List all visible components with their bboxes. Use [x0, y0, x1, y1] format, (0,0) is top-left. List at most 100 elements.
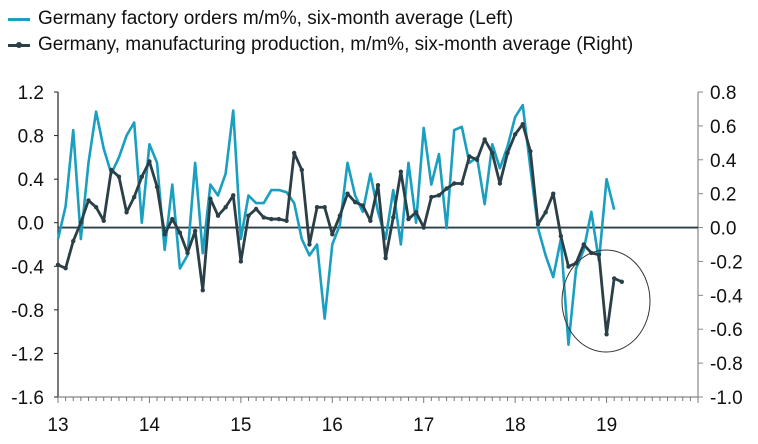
- production-point: [520, 121, 525, 127]
- production-point: [177, 230, 183, 235]
- production-point: [490, 150, 495, 156]
- production-point: [451, 181, 457, 186]
- production-point: [528, 149, 533, 154]
- production-point: [611, 276, 617, 281]
- production-point: [345, 191, 350, 196]
- right-tick-label: 0.6: [710, 117, 736, 138]
- production-point: [63, 266, 68, 271]
- right-tick-label: 0.4: [710, 151, 737, 172]
- production-point: [352, 199, 358, 205]
- production-point: [101, 218, 106, 223]
- production-point: [459, 181, 465, 186]
- x-tick-label: 17: [413, 415, 434, 436]
- production-point: [55, 262, 61, 268]
- production-point: [208, 196, 213, 201]
- production-point: [147, 159, 152, 164]
- series-line-factory-orders: [56, 103, 616, 347]
- legend-swatch-production: [8, 35, 30, 55]
- production-point: [535, 221, 541, 227]
- production-point: [436, 193, 442, 198]
- production-point: [86, 198, 91, 203]
- production-point: [78, 220, 84, 225]
- x-tick-label: 13: [47, 415, 68, 436]
- production-point: [253, 206, 259, 212]
- x-tick-label: 16: [322, 415, 343, 436]
- production-point: [291, 150, 297, 156]
- production-point: [558, 233, 564, 239]
- production-point: [307, 242, 312, 247]
- legend-swatch-factory-orders: [8, 9, 30, 29]
- left-tick-label: 0.0: [18, 214, 44, 235]
- production-point: [154, 184, 160, 190]
- production-point: [246, 213, 251, 218]
- production-point: [398, 169, 404, 174]
- production-point: [139, 174, 145, 179]
- production-point: [330, 232, 335, 237]
- production-point: [444, 186, 449, 191]
- production-point: [413, 210, 419, 215]
- production-point: [223, 205, 228, 210]
- right-tick-label: -1.0: [710, 388, 743, 409]
- production-point: [360, 203, 365, 208]
- production-point: [512, 132, 518, 137]
- production-point: [429, 194, 434, 200]
- left-tick-label: -1.2: [11, 344, 44, 365]
- x-tick-label: 14: [139, 415, 161, 436]
- right-tick-label: -0.8: [710, 354, 743, 375]
- production-point: [269, 216, 274, 222]
- annotation-circle: [561, 249, 651, 353]
- production-point: [116, 174, 122, 179]
- production-point: [170, 216, 175, 222]
- right-tick-label: 0.8: [710, 83, 736, 104]
- production-point: [231, 193, 236, 198]
- legend-item-production: Germany, manufacturing production, m/m%,…: [8, 32, 633, 58]
- right-tick-label: -0.2: [710, 252, 743, 273]
- legend: Germany factory orders m/m%, six-month a…: [8, 6, 633, 58]
- production-point: [543, 210, 548, 215]
- production-point: [604, 332, 609, 337]
- right-tick-label: -0.6: [710, 320, 743, 341]
- production-point: [497, 181, 503, 186]
- production-point: [238, 259, 244, 264]
- production-point: [192, 228, 198, 234]
- production-point: [124, 210, 129, 215]
- production-point: [619, 279, 625, 284]
- left-tick-label: 1.2: [18, 83, 44, 104]
- left-tick-label: -0.8: [11, 301, 44, 322]
- production-point: [566, 264, 571, 269]
- legend-label-production: Germany, manufacturing production, m/m%,…: [38, 34, 634, 55]
- production-point: [596, 252, 602, 257]
- x-tick-label: 18: [505, 415, 526, 436]
- production-point: [406, 216, 411, 222]
- left-tick-label: -1.6: [11, 388, 44, 409]
- production-point: [337, 213, 343, 218]
- right-tick-label: 0.2: [710, 185, 736, 206]
- left-tick-label: 0.4: [18, 170, 45, 191]
- production-point: [482, 137, 487, 142]
- production-point: [200, 288, 205, 293]
- production-point: [185, 250, 190, 256]
- production-point: [551, 191, 556, 196]
- production-point: [581, 242, 586, 247]
- production-point: [284, 218, 289, 223]
- right-tick-label: -0.4: [710, 286, 743, 307]
- x-tick-label: 15: [230, 415, 251, 436]
- legend-label-factory-orders: Germany factory orders m/m%, six-month a…: [38, 8, 514, 29]
- production-point: [314, 205, 320, 210]
- production-point: [505, 150, 510, 156]
- production-point: [131, 194, 137, 200]
- production-point: [299, 167, 305, 173]
- legend-item-factory-orders: Germany factory orders m/m%, six-month a…: [8, 6, 633, 32]
- production-point: [109, 167, 114, 173]
- production-point: [375, 182, 381, 188]
- production-point: [474, 157, 480, 162]
- production-point: [71, 238, 76, 244]
- production-point: [383, 255, 388, 261]
- production-point: [391, 215, 396, 220]
- production-point: [421, 225, 426, 230]
- production-point: [215, 213, 221, 218]
- left-tick-label: 0.8: [18, 127, 44, 148]
- production-point: [322, 205, 327, 210]
- left-tick-label: -0.4: [11, 257, 44, 278]
